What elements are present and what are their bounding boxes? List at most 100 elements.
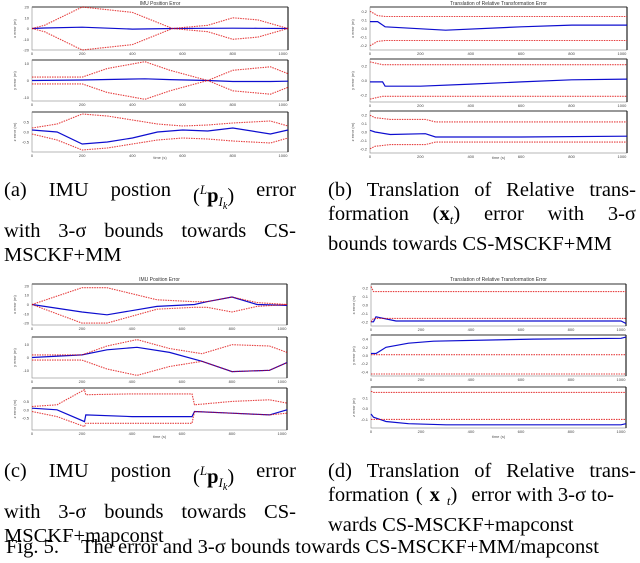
x-tick-label: 600 xyxy=(518,429,525,434)
caption-a-word: IMU xyxy=(48,179,89,201)
x-tick-label: 400 xyxy=(468,429,475,434)
x-tick-label: 800 xyxy=(568,154,575,159)
caption-d-word: trans- xyxy=(589,460,636,482)
y-axis-label: y error (m) xyxy=(12,71,17,90)
x-tick-label: 200 xyxy=(417,51,424,56)
sigma-bound-line xyxy=(31,27,289,51)
x-axis-label: time (s) xyxy=(153,434,167,439)
caption-b-word: with xyxy=(547,203,585,225)
figure-panel-d: Translation of Relative Transformation E… xyxy=(330,270,640,440)
x-tick-label: 0 xyxy=(31,326,34,331)
x-tick-label: 600 xyxy=(518,327,525,332)
x-tick-label: 200 xyxy=(79,153,86,158)
caption-b-word: error xyxy=(483,203,524,225)
error-line xyxy=(31,78,289,83)
x-tick-label: 0 xyxy=(369,103,372,108)
x-tick-label: 1000 xyxy=(279,153,289,158)
caption-d-word: Translation xyxy=(366,460,460,482)
chart-c: IMU Position Error 20 10 0 -10 -20 x error (m)… xyxy=(12,277,288,439)
x-tick-label: 800 xyxy=(568,103,575,108)
chart-d: Translation of Relative Transformation E… xyxy=(351,277,627,439)
error-line xyxy=(371,316,627,325)
y-tick-label: 0 xyxy=(27,78,30,83)
caption-c-word: CS- xyxy=(264,501,296,523)
y-tick-label: 20 xyxy=(25,283,30,288)
error-line xyxy=(369,129,628,138)
x-tick-label: 400 xyxy=(129,379,136,384)
y-tick-label: -0.2 xyxy=(361,319,369,324)
x-tick-label: 200 xyxy=(418,377,425,382)
error-line xyxy=(370,413,627,426)
y-tick-label: -0.5 xyxy=(22,140,30,145)
x-tick-label: 400 xyxy=(467,154,474,159)
sigma-bound-line xyxy=(369,141,627,150)
subplot: 100-10y error (m)0 200 400 600 800 1000 xyxy=(12,59,289,107)
y-axis-label: y error (m) xyxy=(350,71,355,90)
y-tick-label: 0.1 xyxy=(361,17,367,22)
caption-d-line3: wards CS-MSCKF+mapconst xyxy=(328,514,574,536)
y-tick-label: 0.0 xyxy=(361,130,367,135)
figure-caption-text: The error and 3-σ bounds towards CS-MSCK… xyxy=(80,536,599,558)
caption-d-math: (x t) xyxy=(415,484,458,508)
x-tick-label: 200 xyxy=(79,102,86,107)
y-tick-label: 0 xyxy=(27,26,30,31)
error-line xyxy=(31,127,289,145)
caption-b-word: trans- xyxy=(589,179,636,201)
x-tick-label: 800 xyxy=(229,379,236,384)
caption-c-word: with xyxy=(4,501,41,523)
y-tick-label: -0.1 xyxy=(360,35,368,40)
y-axis-label: x error (m) xyxy=(12,295,17,314)
y-tick-label: -20 xyxy=(23,48,30,53)
sigma-bound-line xyxy=(370,390,626,393)
caption-d: (d) Translation of Relative trans- forma… xyxy=(328,459,636,537)
subplot: 0.2 0.1 0.0 -0.1 -0.2 x error (m) 0 200 400 600 80… xyxy=(351,283,627,332)
y-tick-label: 0.0 xyxy=(362,303,368,308)
x-tick-label: 1000 xyxy=(617,377,627,382)
x-tick-label: 600 xyxy=(179,326,186,331)
x-tick-label: 800 xyxy=(568,377,575,382)
x-tick-label: 0 xyxy=(370,429,373,434)
x-tick-label: 1000 xyxy=(279,51,289,56)
figure-panel-c: IMU Position Error 20 10 0 -10 -20 x error (m)… xyxy=(0,270,300,440)
x-tick-label: 200 xyxy=(79,326,86,331)
y-tick-label: 0.5 xyxy=(23,399,29,404)
x-tick-label: 400 xyxy=(129,431,136,436)
caption-a-word: error xyxy=(256,179,296,201)
error-line xyxy=(31,296,288,316)
sigma-bound-line xyxy=(32,339,288,356)
y-axis-label: z error (m) xyxy=(12,399,17,418)
x-tick-label: 200 xyxy=(79,51,86,56)
x-tick-label: 800 xyxy=(568,429,575,434)
y-tick-label: 0.2 xyxy=(361,9,367,14)
y-tick-label: -0.5 xyxy=(22,416,30,421)
caption-a-word: postion xyxy=(110,179,172,201)
x-tick-label: 1000 xyxy=(617,327,627,332)
y-axis-label: x error (m) xyxy=(351,295,356,314)
caption-d-word: Relative xyxy=(506,460,575,482)
y-tick-label: 0.5 xyxy=(23,120,29,125)
x-tick-label: 600 xyxy=(179,431,186,436)
caption-c-math: (LpIk) xyxy=(193,463,235,493)
caption-c-tag: (c) xyxy=(4,460,27,482)
chart-b: Translation of Relative Transformation E… xyxy=(350,1,628,160)
caption-a-word: with xyxy=(4,220,41,242)
y-tick-label: 0.2 xyxy=(362,345,368,350)
sigma-bound-line xyxy=(369,114,627,123)
x-tick-label: 0 xyxy=(369,51,372,56)
subplot: 0.2 0.1 0.0 -0.1 -0.2 x error (m) 0 200 400 600 80… xyxy=(350,6,628,56)
caption-a-word: towards xyxy=(181,220,247,242)
x-tick-label: 600 xyxy=(518,154,525,159)
figure-caption: Fig. 5. The error and 3-σ bounds towards … xyxy=(6,536,599,559)
x-tick-label: 600 xyxy=(518,103,525,108)
subplot: 0.2 0.1 0.0 -0.1 -0.2 z error (m) 0 200 400 600 80… xyxy=(350,110,628,159)
x-tick-label: 200 xyxy=(79,379,86,384)
figure-label: Fig. 5. xyxy=(6,536,59,558)
caption-d-word: error with 3-σ to- xyxy=(471,484,614,506)
chart-title: Translation of Relative Transformation E… xyxy=(450,1,547,7)
error-line xyxy=(370,21,627,31)
y-tick-label: 0.0 xyxy=(361,26,367,31)
x-tick-label: 0 xyxy=(31,51,34,56)
y-tick-label: 0.0 xyxy=(361,78,367,83)
y-axis-label: y error (m) xyxy=(351,346,356,365)
